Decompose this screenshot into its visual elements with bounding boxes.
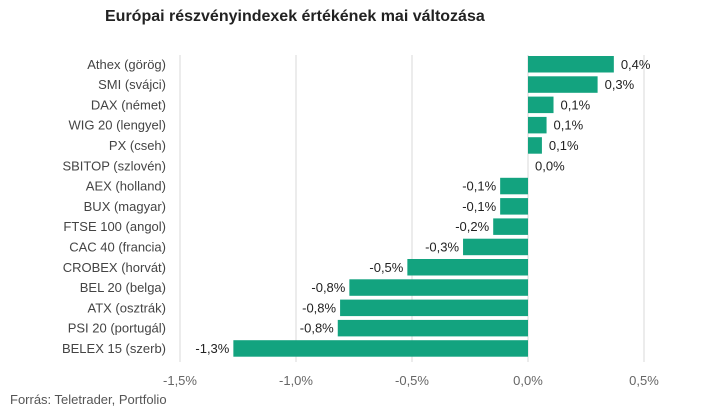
category-label: FTSE 100 (angol) [63, 219, 166, 234]
category-label: SMI (svájci) [98, 77, 166, 92]
data-labels: 0,4% 0,3% 0,1% 0,1% 0,1% 0,0% -0,1% -0,1% -0,2% -… [195, 57, 651, 356]
data-label: 0,1% [549, 138, 579, 153]
bar [528, 76, 598, 93]
source-note: Forrás: Teletrader, Portfolio [10, 392, 167, 407]
category-label: BELEX 15 (szerb) [62, 341, 166, 356]
data-label: -0,8% [311, 280, 345, 295]
category-label: CROBEX (horvát) [63, 260, 166, 275]
data-label: -0,2% [455, 219, 489, 234]
bar [463, 238, 528, 256]
category-label: Athex (görög) [87, 57, 166, 72]
category-label: PX (cseh) [109, 138, 166, 153]
x-tick-label: 0,0% [513, 373, 543, 388]
category-label: AEX (holland) [86, 179, 166, 194]
bar [493, 218, 528, 235]
x-tick-label: -1,5% [163, 373, 197, 388]
category-label: CAC 40 (francia) [69, 239, 166, 254]
bar [500, 198, 528, 215]
data-label: -0,5% [369, 260, 403, 275]
data-label: -0,1% [462, 179, 496, 194]
bar [528, 96, 554, 114]
bar [500, 177, 528, 195]
x-tick-label: -1,0% [279, 373, 313, 388]
bar [528, 137, 542, 154]
data-label: 0,4% [621, 57, 651, 72]
data-label: 0,1% [554, 118, 584, 133]
bar [340, 299, 528, 317]
bar [528, 116, 547, 134]
bars [233, 56, 614, 357]
bar [337, 319, 528, 337]
data-label: 0,3% [605, 77, 635, 92]
data-label: 0,0% [535, 158, 565, 173]
bar [349, 279, 528, 296]
data-label: -0,3% [425, 239, 459, 254]
data-label: -0,1% [462, 199, 496, 214]
x-tick-label: 0,5% [629, 373, 659, 388]
category-label: ATX (osztrák) [88, 300, 167, 315]
data-label: -0,8% [300, 321, 334, 336]
category-label: DAX (német) [91, 97, 166, 112]
bar [407, 259, 528, 276]
data-label: -1,3% [195, 341, 229, 356]
x-tick-label: -0,5% [395, 373, 429, 388]
category-label: SBITOP (szlovén) [62, 158, 166, 173]
category-label: WIG 20 (lengyel) [68, 118, 166, 133]
chart-title: Európai részvényindexek értékének mai vá… [105, 8, 485, 25]
data-label: 0,1% [561, 97, 591, 112]
x-axis-ticks: -1,5% -1,0% -0,5% 0,0% 0,5% [163, 373, 659, 388]
category-label: PSI 20 (portugál) [68, 321, 166, 336]
data-label: -0,8% [302, 300, 336, 315]
category-labels: Athex (görög) SMI (svájci) DAX (német) WIG … [62, 57, 166, 356]
bar [528, 56, 614, 73]
category-label: BUX (magyar) [84, 199, 166, 214]
bar [233, 340, 529, 357]
category-label: BEL 20 (belga) [80, 280, 166, 295]
